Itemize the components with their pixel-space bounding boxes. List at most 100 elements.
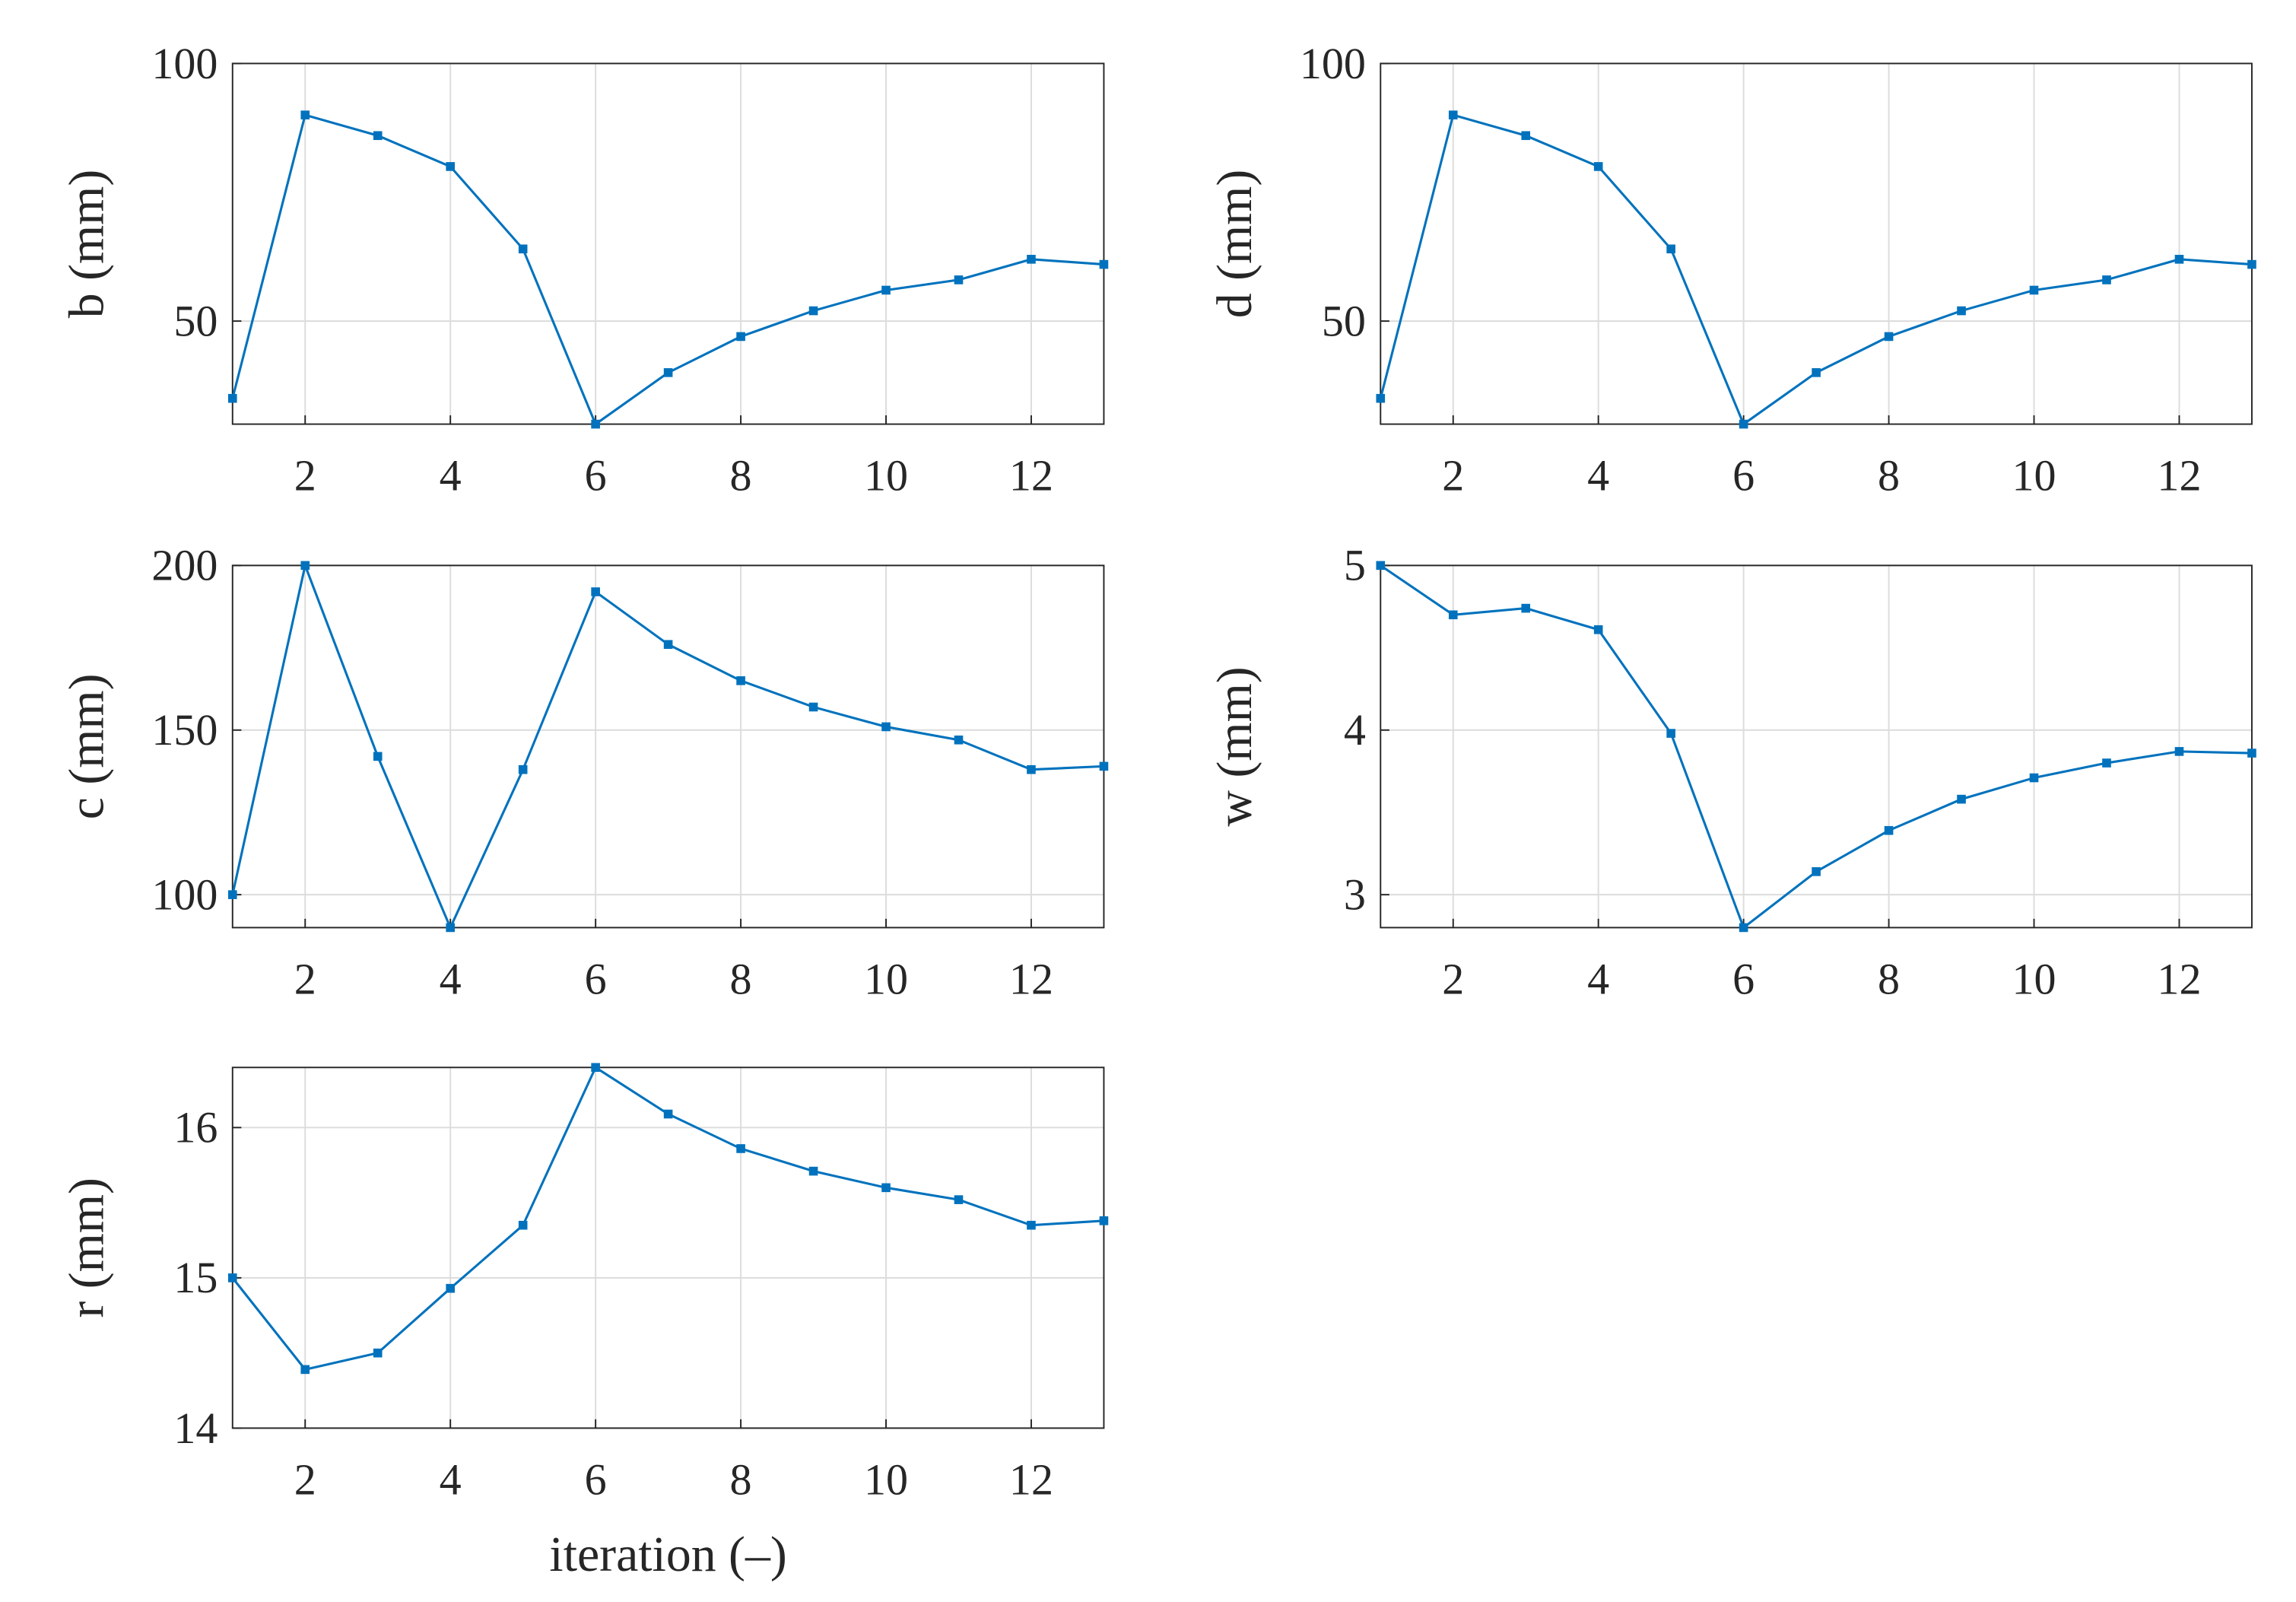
data-point xyxy=(2174,255,2184,264)
x-tick-label: 8 xyxy=(730,1455,752,1505)
data-point xyxy=(881,285,891,295)
data-point xyxy=(1957,306,1966,316)
x-tick-label: 12 xyxy=(1009,451,1053,501)
data-point xyxy=(373,1348,383,1358)
y-axis-label: d (mm) xyxy=(1207,170,1262,318)
data-point xyxy=(227,1273,237,1283)
x-tick-label: 4 xyxy=(1587,451,1609,501)
data-point xyxy=(808,702,818,712)
y-tick-label: 200 xyxy=(151,541,218,590)
data-point xyxy=(881,722,891,732)
data-point xyxy=(954,1195,964,1204)
x-tick-label: 4 xyxy=(440,1455,462,1505)
data-point xyxy=(1884,825,1894,835)
subplot: 14 15 16 2 4 6 8 10 12 r (mm) iteration (–) xyxy=(59,1063,1109,1582)
data-point xyxy=(1812,368,1821,377)
data-point xyxy=(2247,259,2256,269)
y-tick-label: 5 xyxy=(1344,541,1366,590)
x-tick-label: 4 xyxy=(440,955,462,1004)
x-tick-label: 2 xyxy=(294,1455,316,1505)
axes-box xyxy=(231,564,1105,929)
data-point xyxy=(591,587,600,596)
data-point xyxy=(1957,794,1966,804)
y-axis-label: b (mm) xyxy=(59,170,114,318)
data-point xyxy=(2029,285,2039,295)
data-point xyxy=(446,923,455,933)
data-point xyxy=(1521,603,1531,613)
data-point xyxy=(227,393,237,403)
data-point xyxy=(1099,1216,1109,1225)
data-point xyxy=(1739,419,1748,429)
x-tick-label: 12 xyxy=(2157,955,2201,1004)
data-point xyxy=(1027,764,1036,774)
x-tick-label: 12 xyxy=(1009,1455,1053,1505)
x-axis-label: iteration (–) xyxy=(549,1527,786,1582)
data-point xyxy=(1027,255,1036,264)
y-tick-label: 14 xyxy=(173,1403,218,1453)
data-point xyxy=(663,368,673,377)
plot-area xyxy=(1380,63,2252,424)
data-point xyxy=(300,561,310,571)
x-tick-label: 12 xyxy=(1009,955,1053,1004)
data-point xyxy=(591,419,600,429)
data-point xyxy=(591,1063,600,1073)
y-tick-label: 150 xyxy=(151,705,218,755)
data-point xyxy=(2247,749,2256,758)
data-point xyxy=(446,162,455,171)
axes-box xyxy=(231,62,1105,425)
data-point xyxy=(1099,259,1109,269)
subplot: 50 100 2 4 6 8 10 12 b (mm) xyxy=(59,39,1109,501)
x-tick-label: 10 xyxy=(2012,451,2056,501)
data-point xyxy=(1448,610,1458,620)
x-tick-label: 2 xyxy=(1442,955,1464,1004)
data-point xyxy=(1884,332,1894,342)
data-point xyxy=(1739,923,1748,933)
data-point xyxy=(954,735,964,745)
data-point xyxy=(518,244,528,254)
data-point xyxy=(518,1220,528,1230)
y-tick-label: 50 xyxy=(1322,296,1366,345)
x-tick-label: 12 xyxy=(2157,451,2201,501)
y-tick-label: 3 xyxy=(1344,870,1366,920)
y-tick-label: 4 xyxy=(1344,705,1366,755)
x-tick-label: 8 xyxy=(1878,451,1900,501)
y-tick-label: 15 xyxy=(173,1253,218,1302)
data-point xyxy=(518,764,528,774)
x-tick-label: 6 xyxy=(1732,451,1755,501)
data-point xyxy=(2174,747,2184,756)
data-point xyxy=(1376,393,1386,403)
y-tick-label: 100 xyxy=(151,39,218,88)
data-point xyxy=(1448,110,1458,119)
x-tick-label: 10 xyxy=(2012,955,2056,1004)
data-point xyxy=(1666,729,1675,738)
data-point xyxy=(808,1166,818,1176)
data-point xyxy=(1666,244,1675,254)
data-point xyxy=(227,890,237,899)
x-tick-label: 2 xyxy=(294,955,316,1004)
data-point xyxy=(2102,758,2111,768)
data-point xyxy=(663,1109,673,1119)
y-axis-label: c (mm) xyxy=(59,673,114,819)
data-point xyxy=(808,306,818,316)
subplot: 3 4 5 2 4 6 8 10 12 w (mm) xyxy=(1207,541,2256,1004)
x-tick-label: 2 xyxy=(294,451,316,501)
data-point xyxy=(736,1144,745,1153)
x-tick-label: 10 xyxy=(864,1455,908,1505)
data-point xyxy=(881,1183,891,1193)
plot-area xyxy=(232,1067,1104,1429)
x-tick-label: 8 xyxy=(1878,955,1900,1004)
axes-box xyxy=(1380,62,2253,425)
data-point xyxy=(1027,1220,1036,1230)
x-tick-label: 10 xyxy=(864,451,908,501)
x-tick-label: 10 xyxy=(864,955,908,1004)
plot-area xyxy=(232,565,1104,928)
y-axis-label: r (mm) xyxy=(59,1178,114,1318)
data-point xyxy=(1376,561,1386,571)
data-point xyxy=(663,640,673,650)
data-point xyxy=(1099,761,1109,771)
y-tick-label: 16 xyxy=(173,1103,218,1152)
data-point xyxy=(736,332,745,342)
data-point xyxy=(446,1283,455,1293)
